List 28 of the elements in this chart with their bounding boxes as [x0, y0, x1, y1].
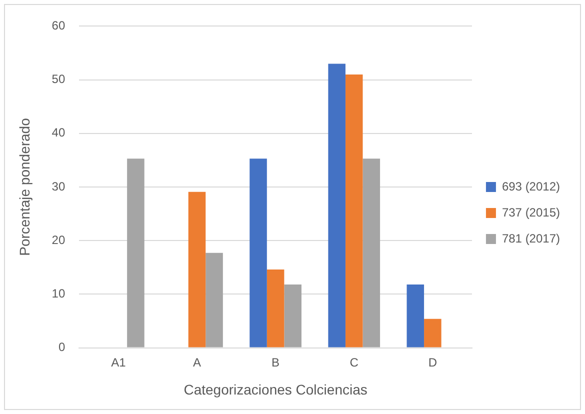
bar: [424, 318, 442, 348]
x-tick-label: A: [192, 355, 201, 370]
y-tick-label: 30: [52, 179, 66, 194]
legend-label: 693 (2012): [502, 179, 560, 194]
y-tick-label: 20: [52, 232, 66, 247]
bar: [362, 158, 380, 348]
y-tick-label: 60: [52, 18, 66, 33]
y-tick-label: 10: [52, 286, 66, 301]
x-tick-label: A1: [111, 355, 126, 370]
y-tick-label: 40: [52, 126, 66, 140]
x-tick-label: D: [428, 355, 438, 370]
bar: [345, 74, 363, 348]
bar: [250, 158, 267, 348]
x-tick-label: C: [350, 355, 359, 370]
legend-label: 781 (2017): [502, 231, 560, 246]
bar: [328, 64, 346, 348]
y-axis-title: Porcentaje ponderado: [16, 118, 32, 256]
legend-label: 737 (2015): [502, 205, 560, 220]
bar: [266, 270, 284, 348]
x-axis-title: Categorizaciones Colciencias: [184, 381, 368, 398]
y-tick-label: 0: [58, 340, 66, 354]
x-tick-label: B: [272, 355, 280, 370]
bar: [188, 192, 206, 348]
bar: [284, 284, 302, 348]
y-tick-label: 50: [52, 72, 66, 86]
bar: [406, 284, 424, 348]
bar: [206, 252, 223, 348]
bar: [127, 158, 144, 348]
